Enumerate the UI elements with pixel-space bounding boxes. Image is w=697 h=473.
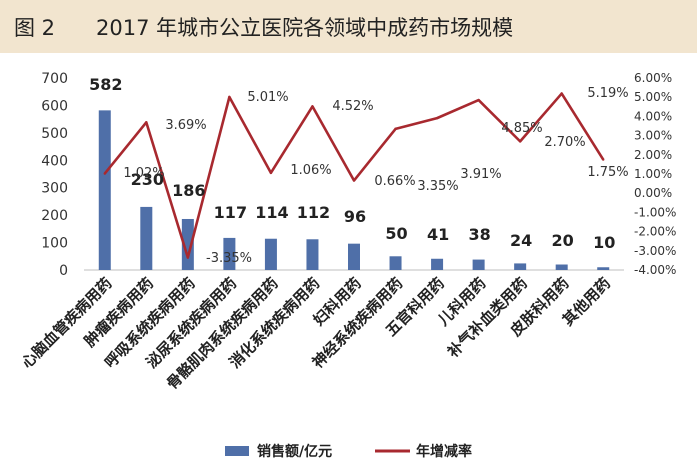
line-point: [435, 116, 439, 120]
left-tick-label: 600: [41, 98, 68, 114]
legend-line-label: 年增减率: [416, 443, 472, 460]
line-point: [311, 105, 314, 108]
line-value-label: 4.52%: [332, 99, 373, 114]
line-value-label: 1.02%: [123, 166, 164, 181]
line-value-label: 5.19%: [587, 86, 628, 101]
bar-series: [98, 110, 610, 270]
bar-value-label: 186: [172, 181, 205, 200]
right-tick-label: -3.00%: [634, 244, 676, 258]
bar-value-label: 50: [385, 224, 407, 243]
bar-value-label: 582: [89, 75, 122, 94]
bar: [181, 218, 194, 270]
right-tick-label: 4.00%: [634, 109, 672, 123]
right-tick-label: 1.00%: [634, 167, 672, 181]
line-point: [228, 95, 231, 99]
line-point: [394, 127, 397, 131]
left-tick-label: 200: [41, 208, 68, 224]
line-value-label: 2.70%: [544, 135, 585, 150]
legend: 销售额/亿元 年增减率: [225, 443, 472, 460]
line-point: [186, 256, 190, 259]
bar: [597, 267, 610, 270]
line-value-label: -3.35%: [206, 251, 252, 266]
line-point: [352, 179, 356, 182]
bar-value-label: 41: [427, 225, 449, 244]
line-point: [103, 172, 106, 175]
line-value-label: 3.91%: [460, 167, 501, 182]
line-value-label: 3.35%: [417, 179, 458, 194]
bar-data-labels: 582 230 186 117 114 112 96 50 41 38 24 20 10: [89, 75, 615, 252]
left-tick-label: 100: [41, 236, 68, 252]
right-tick-label: 6.00%: [634, 71, 672, 85]
bar: [264, 238, 277, 270]
line-value-label: 1.75%: [587, 165, 628, 180]
left-y-axis: 0 100 200 300 400 500 600 700: [41, 71, 68, 279]
right-tick-label: 5.00%: [634, 90, 672, 104]
right-tick-label: 0.00%: [634, 186, 672, 200]
bar: [223, 237, 236, 270]
legend-bar-label: 销售额/亿元: [257, 443, 332, 460]
bar: [306, 239, 319, 270]
bar: [98, 110, 111, 270]
chart-title: 2017 年城市公立医院各领域中成药市场规模: [96, 16, 514, 40]
bar-value-label: 230: [131, 170, 164, 189]
bar: [431, 258, 444, 270]
bar-value-label: 114: [255, 203, 288, 222]
bar-value-label: 20: [552, 231, 574, 250]
bar: [348, 243, 360, 270]
line-value-label: 0.66%: [374, 174, 415, 189]
bar: [514, 263, 527, 270]
bar-value-label: 117: [214, 203, 247, 222]
right-tick-label: 3.00%: [634, 129, 672, 143]
bar-value-label: 10: [593, 233, 615, 252]
figure-label: 图 2: [14, 16, 56, 40]
bar: [140, 206, 153, 270]
right-tick-label: 2.00%: [634, 148, 672, 162]
line-point: [560, 92, 563, 95]
bar-value-label: 38: [468, 225, 490, 244]
legend-bar-swatch: [225, 446, 249, 456]
line-value-label: 1.06%: [290, 163, 331, 178]
left-tick-label: 0: [59, 263, 68, 279]
line-point: [269, 171, 273, 175]
line-value-label: 4.85%: [501, 121, 542, 136]
bar-value-label: 112: [297, 203, 330, 222]
title-band: [0, 0, 697, 53]
right-y-axis: -4.00% -3.00% -2.00% -1.00% 0.00% 1.00% 2.00% 3…: [634, 71, 676, 277]
bar: [389, 256, 402, 270]
line-value-label: 5.01%: [247, 90, 288, 105]
bar: [472, 259, 485, 270]
right-tick-label: -2.00%: [634, 225, 676, 239]
bar-value-label: 96: [344, 207, 366, 226]
line-point: [145, 121, 148, 124]
bar-value-label: 24: [510, 231, 532, 250]
category-labels: 心脑血管疾病用药肿瘤疾病用药呼吸系统疾病用药泌尿系统疾病用药骨骼肌肉系统疾病用药…: [18, 274, 614, 393]
right-tick-label: -4.00%: [634, 263, 676, 277]
left-tick-label: 700: [41, 71, 68, 87]
left-tick-label: 300: [41, 181, 68, 197]
right-tick-label: -1.00%: [634, 205, 676, 219]
line-point: [602, 158, 605, 161]
bar: [555, 264, 568, 270]
left-tick-label: 400: [41, 153, 68, 169]
left-tick-label: 500: [41, 126, 68, 142]
line-series: [103, 92, 605, 259]
line-point: [477, 98, 480, 102]
line-data-labels: 1.02% 3.69% -3.35% 5.01% 1.06% 4.52% 0.66% 3.35…: [123, 86, 628, 266]
line-value-label: 3.69%: [165, 118, 206, 133]
line-point: [518, 140, 522, 143]
